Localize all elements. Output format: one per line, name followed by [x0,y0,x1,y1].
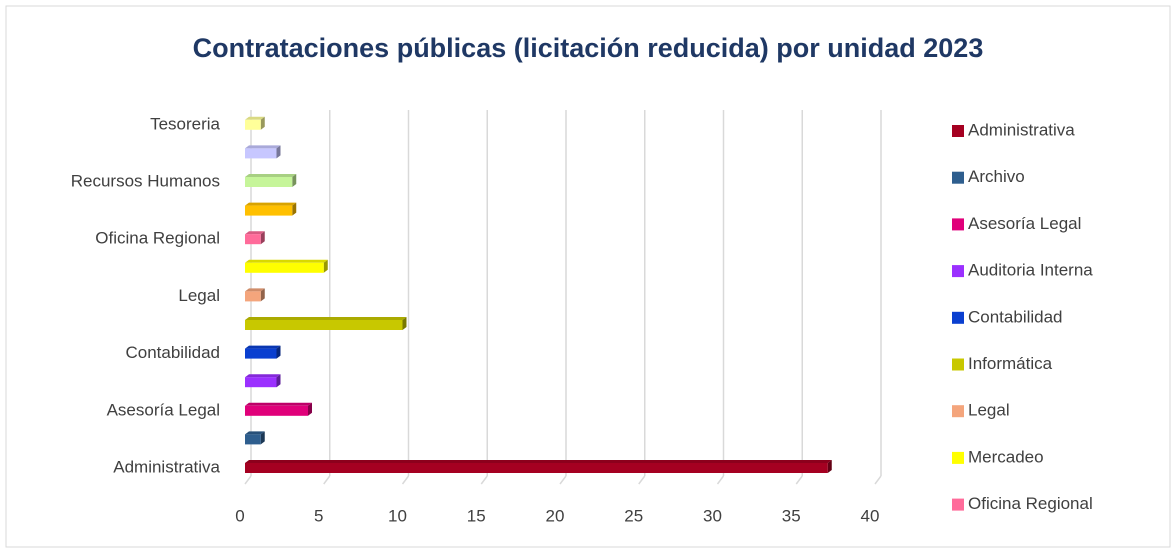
x-tick-label: 5 [314,506,323,525]
legend-label: Mercadeo [968,447,1044,466]
bar-side [292,174,297,187]
bar [245,463,828,473]
grid-floor [795,475,803,485]
bar-top [245,259,328,263]
bar [245,234,261,245]
chart-border [5,5,1171,548]
bar-side [292,202,297,216]
bar-top [245,431,265,435]
bar-top [245,345,281,349]
bar-top [245,145,281,149]
legend-label: Archivo [968,167,1025,186]
bar-top [245,402,312,406]
x-tick-label: 35 [782,506,801,525]
bar-top [245,317,407,320]
legend-swatch [952,125,964,137]
bar-side [260,431,265,445]
bar [245,119,261,130]
legend-swatch [952,265,964,278]
bar [245,320,403,330]
bar-side [260,116,265,130]
y-tick-label: Oficina Regional [95,229,220,248]
grid-floor [638,475,646,485]
legend-swatch [952,498,964,511]
legend-swatch [952,171,964,184]
y-tick-label: Asesoría Legal [107,400,220,419]
grid-floor [716,475,725,485]
legend-swatch [952,311,964,324]
bar [245,291,261,302]
y-tick-label: Administrativa [113,457,220,476]
bar-top [245,174,297,177]
bar [245,434,261,445]
y-tick-label: Contabilidad [125,343,220,362]
y-tick-label: Tesoreria [150,114,220,133]
x-tick-label: 20 [546,506,565,525]
y-tick-label: Legal [178,286,220,305]
bar [245,348,277,359]
bar-side [276,145,281,159]
x-tick-label: 30 [703,506,722,525]
chart-title: Contrataciones públicas (licitación redu… [193,33,984,63]
legend-label: Oficina Regional [968,494,1093,513]
y-tick-label: Recursos Humanos [71,171,220,190]
grid-floor [323,475,331,485]
bar [245,405,308,416]
bar-side [308,402,312,416]
bar [245,205,293,216]
bar-side [827,460,832,473]
grid-floor [244,475,252,485]
x-tick-label: 25 [624,506,643,525]
legend-label: Administrativa [968,120,1075,139]
legend-label: Auditoria Interna [968,261,1093,280]
legend-label: Contabilidad [968,307,1063,326]
legend-label: Legal [968,401,1010,420]
grid-floor [480,475,488,485]
bar-top [245,202,297,206]
grid-floor [401,475,410,485]
legend-swatch [952,358,964,371]
legend-label: Asesoría Legal [968,214,1081,233]
bar-top [245,460,832,463]
bar-top [245,116,265,120]
bar-side [276,345,281,359]
bar-side [260,288,265,302]
bar [245,148,277,159]
legend-swatch [952,405,964,418]
legend-swatch [952,451,964,464]
grid-floor [874,475,882,485]
bar-side [276,374,281,388]
bar [245,262,324,273]
bar-side [260,231,265,245]
bar-top [245,288,265,292]
x-tick-label: 10 [388,506,407,525]
x-tick-label: 0 [235,506,244,525]
x-tick-label: 40 [861,506,880,525]
legend-swatch [952,218,964,231]
bar [245,377,277,388]
x-tick-label: 15 [467,506,486,525]
bar-top [245,231,265,235]
bar-side [402,317,407,330]
grid-floor [559,475,567,485]
bar [245,177,293,187]
legend-label: Informática [968,354,1053,373]
bar-top [245,374,281,378]
bar-side [323,259,328,273]
